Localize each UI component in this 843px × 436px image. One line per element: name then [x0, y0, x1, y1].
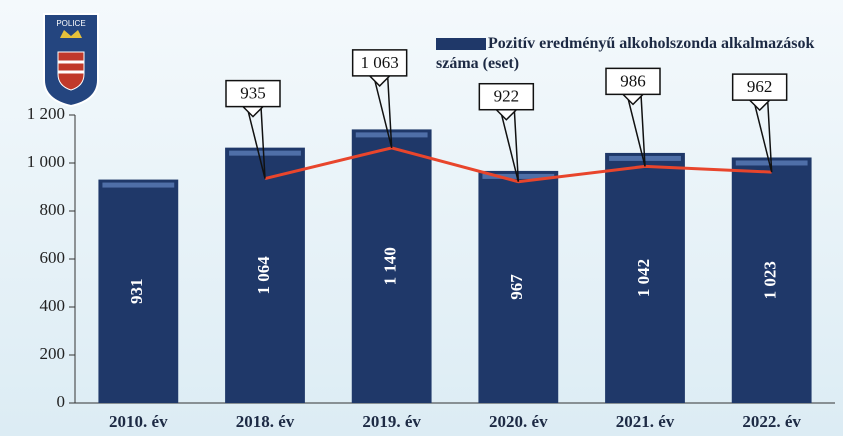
bar-highlight: [102, 182, 175, 188]
callout-pointer: [246, 106, 266, 179]
legend-swatch: [436, 38, 486, 51]
svg-text:POLICE: POLICE: [56, 19, 85, 28]
bar-value-label: 1 064: [254, 256, 273, 295]
bar-value-label: 1 023: [761, 261, 780, 299]
bar: [225, 147, 305, 403]
callout-pointer: [752, 99, 773, 173]
callout-arrow: [621, 93, 645, 106]
bar: [478, 170, 559, 403]
line-value-label: 986: [620, 71, 646, 90]
y-tick-label: 600: [40, 248, 66, 267]
line-value-label: 1 063: [361, 53, 399, 72]
y-tick-label: 0: [57, 392, 66, 411]
callout-pointer: [626, 94, 646, 167]
x-tick-label: 2022. év: [742, 412, 801, 431]
bar-value-label: 967: [507, 274, 526, 300]
y-tick-label: 200: [40, 344, 66, 363]
y-tick-label: 800: [40, 200, 66, 219]
callout-box: [605, 67, 661, 96]
callout-box: [478, 82, 535, 111]
y-tick-label: 400: [40, 296, 66, 315]
x-tick-label: 2018. év: [236, 412, 295, 431]
x-tick-label: 2021. év: [616, 412, 675, 431]
bar: [351, 129, 432, 403]
bar-value-label: 1 140: [381, 247, 400, 285]
callout-pointer: [499, 109, 520, 182]
callout-pointer: [372, 75, 393, 149]
x-tick-label: 2010. év: [109, 412, 168, 431]
x-tick-label: 2020. év: [489, 412, 548, 431]
bar-value-label: 931: [127, 279, 146, 305]
bar: [98, 179, 179, 403]
line-value-label: 962: [747, 77, 773, 96]
legend-label: Pozitív eredményű alkoholszonda alkalmaz…: [436, 35, 815, 72]
callout-arrow: [241, 105, 265, 118]
legend: Pozitív eredményű alkoholszonda alkalmaz…: [436, 34, 836, 74]
y-tick-label: 1 200: [27, 104, 65, 123]
callout-box: [731, 73, 788, 101]
line-value-label: 922: [494, 87, 520, 106]
bar-value-label: 1 042: [634, 259, 653, 297]
x-tick-label: 2019. év: [362, 412, 421, 431]
bar-highlight: [229, 150, 301, 156]
callout-arrow: [494, 108, 519, 121]
callout-box: [225, 79, 281, 108]
y-tick-label: 1 000: [27, 152, 65, 171]
bar: [731, 157, 812, 403]
callout-arrow: [367, 75, 392, 87]
callout-box: [351, 49, 408, 77]
police-badge: POLICE: [43, 13, 99, 108]
callout-arrow: [747, 99, 772, 112]
bar: [605, 152, 685, 403]
line-value-label: 935: [240, 84, 266, 103]
